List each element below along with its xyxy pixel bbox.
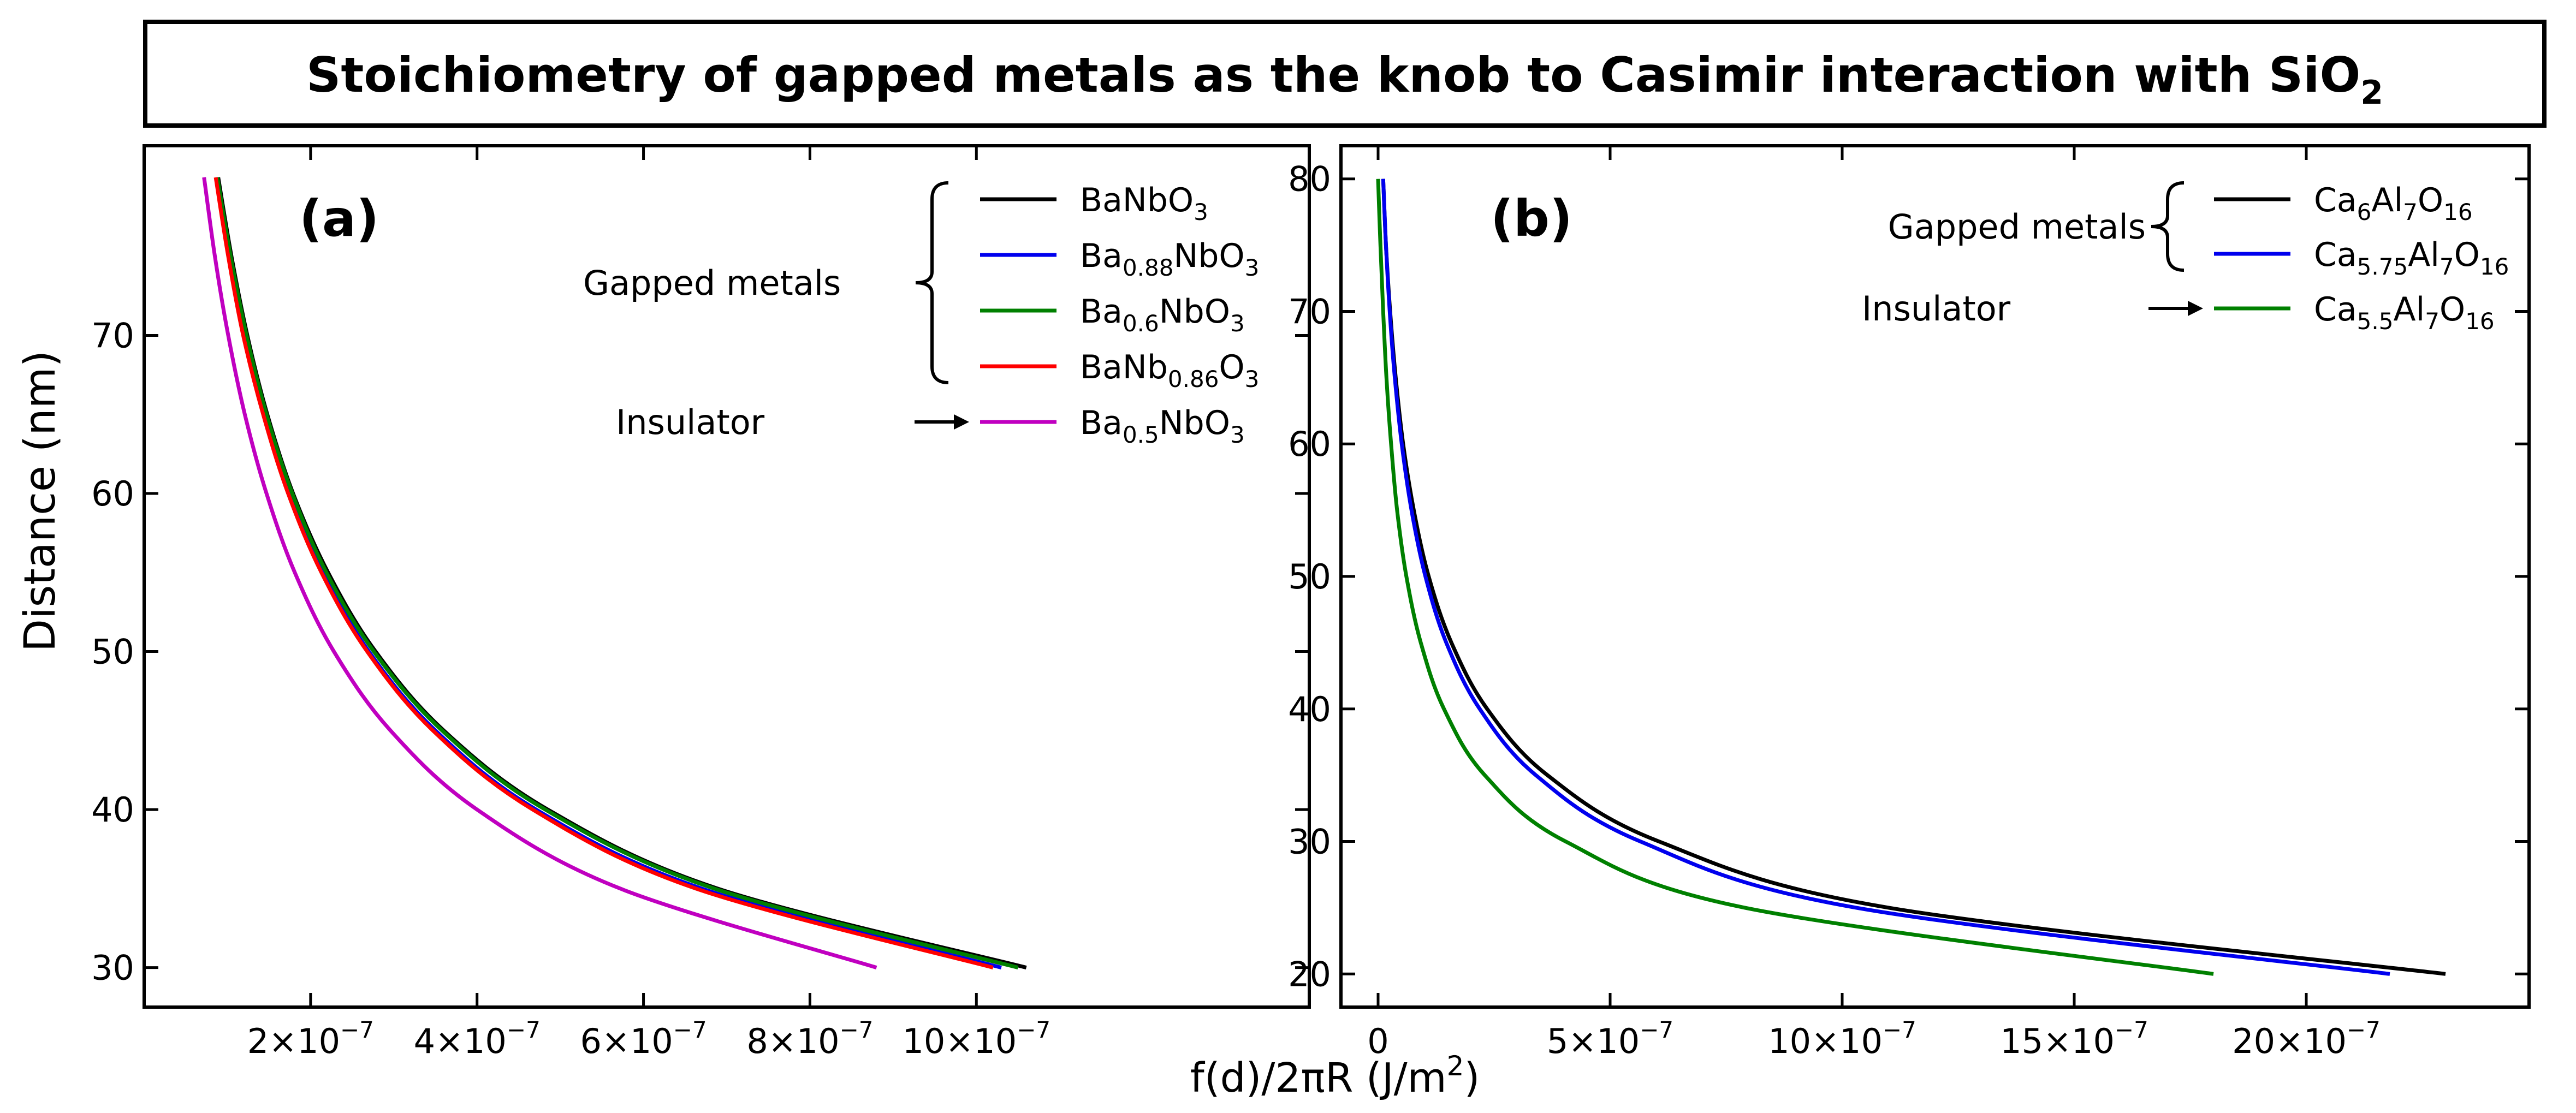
legend-label-Ba0.5NbO3: Ba0.5NbO3 — [1080, 404, 1245, 448]
x-tick-label: 10×10−7 — [902, 1016, 1050, 1061]
y-tick-label: 70 — [1288, 291, 1331, 331]
legend-label-Ca6Al7O16: Ca6Al7O16 — [2314, 181, 2473, 225]
series-line-Ba0.5NbO3 — [202, 177, 877, 969]
panel-a-frame — [143, 144, 1311, 1009]
y-tick-label: 30 — [91, 948, 134, 988]
y-tick-label: 20 — [1288, 954, 1331, 994]
panel-b-frame — [1339, 144, 2531, 1009]
series-line-BaNb0.86O3 — [213, 177, 994, 969]
panel-b-curves — [1376, 178, 2446, 976]
x-tick-label: 2×10−7 — [247, 1016, 374, 1061]
legend-label-Ca5.75Al7O16: Ca5.75Al7O16 — [2314, 236, 2509, 280]
y-tick-label: 70 — [91, 316, 134, 355]
x-tick-label: 0 — [1367, 1021, 1388, 1061]
x-tick-label: 20×10−7 — [2232, 1016, 2381, 1061]
legend-label-Ba0.88NbO3: Ba0.88NbO3 — [1080, 237, 1259, 281]
panel-a-axes: 2×10−7 4×10−7 6×10−7 8×10−7 10×10−7 30 40 50 60 7… — [91, 146, 1309, 1061]
legend-label-BaNb0.86O3: BaNb0.86O3 — [1080, 348, 1259, 392]
panel-a-label: (a) — [299, 189, 379, 248]
title-frame — [143, 20, 2547, 128]
legend-label-BaNbO3: BaNbO3 — [1080, 181, 1208, 225]
title-box: Stoichiometry of gapped metals as the kn… — [143, 20, 2547, 128]
legend-bracket-icon — [915, 181, 949, 384]
panel-a-curves — [202, 177, 1027, 969]
panel-b: 0 5×10−7 10×10−7 15×10−7 20×10−7 20 30 40 50 60 70… — [1288, 144, 2531, 1061]
y-axis-label: Distance (nm) — [16, 350, 65, 652]
panel-b-legend: Ca6Al7O16 Ca5.75Al7O16 Ca5.5Al7O16 Gapped m… — [1862, 181, 2509, 335]
series-line-Ca5.5Al7O16 — [1376, 178, 2214, 976]
x-tick-label: 4×10−7 — [414, 1016, 541, 1061]
x-tick-label: 8×10−7 — [746, 1016, 873, 1061]
legend-group-label: Gapped metals — [1888, 207, 2146, 247]
y-tick-label: 30 — [1288, 822, 1331, 862]
legend-group-label: Insulator — [616, 402, 765, 442]
y-tick-label: 60 — [91, 474, 134, 514]
y-tick-label: 60 — [1288, 424, 1331, 464]
legend-label-Ca5.5Al7O16: Ca5.5Al7O16 — [2314, 290, 2495, 335]
x-tick-label: 15×10−7 — [2000, 1016, 2148, 1061]
x-tick-label: 10×10−7 — [1768, 1016, 1916, 1061]
legend-group-label: Gapped metals — [583, 263, 841, 303]
panel-b-axes: 0 5×10−7 10×10−7 15×10−7 20×10−7 20 30 40 50 60 70… — [1288, 146, 2529, 1061]
series-line-Ba0.6NbO3 — [215, 177, 1019, 969]
y-tick-label: 80 — [1288, 159, 1331, 199]
arrow-right-icon — [954, 414, 969, 430]
y-tick-label: 50 — [1288, 557, 1331, 597]
figure-title: Stoichiometry of gapped metals as the kn… — [306, 47, 2383, 112]
x-axis-label: f(d)/2πR (J/m2) — [1190, 1050, 1480, 1102]
legend-label-Ba0.6NbO3: Ba0.6NbO3 — [1080, 293, 1245, 337]
legend-bracket-icon — [2151, 181, 2185, 272]
legend-group-label: Insulator — [1862, 289, 2011, 329]
panel-a: 2×10−7 4×10−7 6×10−7 8×10−7 10×10−7 30 40 50 60 7… — [91, 144, 1311, 1061]
y-tick-label: 40 — [1288, 689, 1331, 729]
x-tick-label: 6×10−7 — [580, 1016, 707, 1061]
series-line-Ca5.75Al7O16 — [1381, 178, 2390, 976]
x-tick-label: 5×10−7 — [1547, 1016, 1673, 1061]
arrow-right-icon — [2188, 301, 2203, 316]
y-tick-label: 40 — [91, 790, 134, 830]
panel-b-label: (b) — [1491, 189, 1572, 248]
panel-a-legend: BaNbO3 Ba0.88NbO3 Ba0.6NbO3 BaNb0.86O3 Ba0.5… — [583, 181, 1259, 448]
y-tick-label: 50 — [91, 632, 134, 672]
